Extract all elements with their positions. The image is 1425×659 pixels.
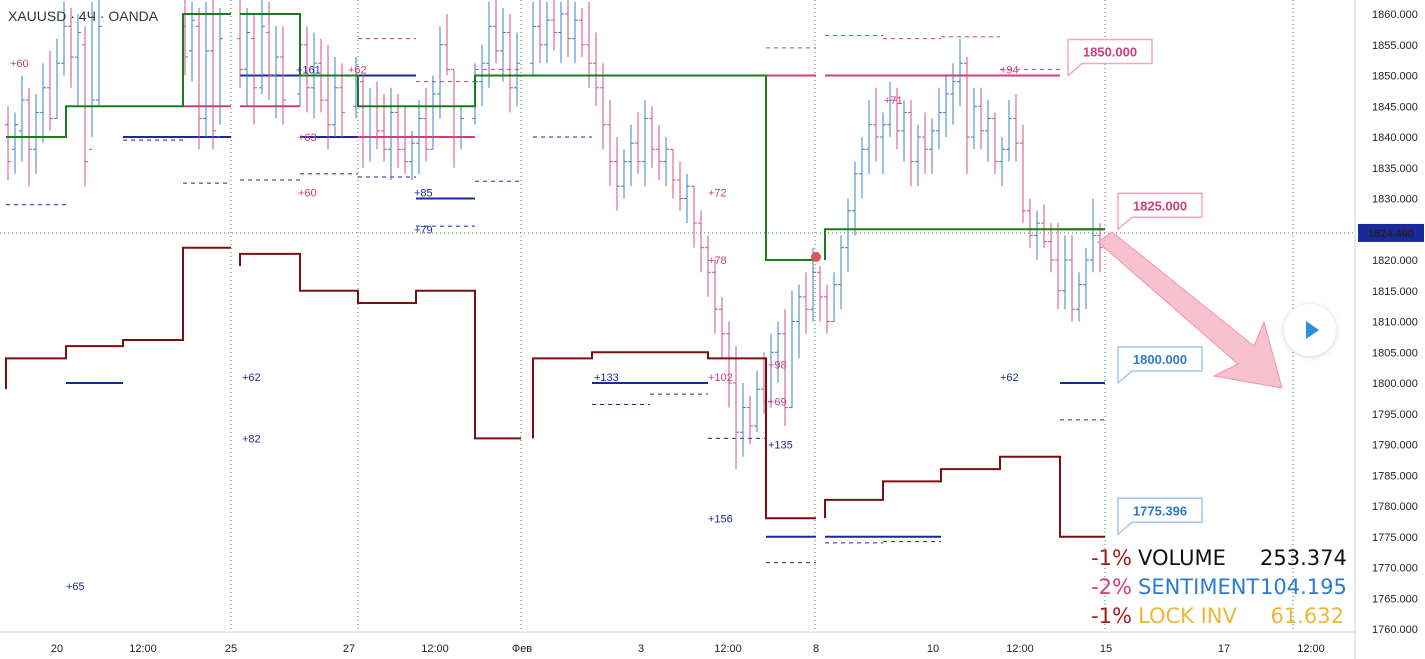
level-tag: +69 (768, 396, 787, 408)
level-tag: +62 (348, 64, 367, 76)
maroon-step-line (824, 455, 1105, 538)
green-step-line (240, 13, 816, 261)
y-tick-label: 1815.000 (1372, 286, 1418, 298)
y-tick-label: 1845.000 (1372, 101, 1418, 113)
level-tag: +60 (298, 187, 317, 199)
legend-pct: -2% (1091, 575, 1132, 599)
x-tick-label: 12:00 (129, 643, 157, 655)
y-tick-label: 1860.000 (1372, 9, 1418, 21)
x-tick-label: 12:00 (1006, 643, 1034, 655)
x-tick-label: 27 (343, 643, 355, 655)
level-tag: +98 (768, 360, 787, 372)
price-callout-label: 1850.000 (1083, 45, 1137, 60)
level-tag: +156 (708, 513, 733, 525)
legend-value: 104.195 (1260, 575, 1347, 599)
price-callout-label: 1775.396 (1133, 503, 1187, 518)
y-tick-label: 1820.000 (1372, 255, 1418, 267)
level-tag: +65 (66, 581, 85, 593)
x-tick-label: 8 (813, 643, 819, 655)
level-tag: +82 (242, 433, 261, 445)
y-tick-label: 1785.000 (1372, 470, 1418, 482)
x-tick-label: 3 (638, 643, 644, 655)
level-tag: +102 (708, 372, 733, 384)
current-price-badge (1358, 223, 1424, 242)
x-tick-label: 17 (1218, 643, 1230, 655)
price-callout-label: 1825.000 (1133, 198, 1187, 213)
legend-value: 61.632 (1270, 604, 1344, 628)
y-tick-label: 1855.000 (1372, 40, 1418, 52)
current-price-label: 1824.400 (1368, 228, 1414, 240)
play-button[interactable] (1284, 304, 1336, 356)
y-tick-label: 1840.000 (1372, 132, 1418, 144)
price-callout-box (1117, 497, 1203, 536)
play-icon (1305, 321, 1319, 339)
level-tag: +161 (296, 64, 321, 76)
y-tick-label: 1765.000 (1372, 593, 1418, 605)
x-tick-label: 12:00 (714, 643, 742, 655)
price-callout-box (1067, 38, 1153, 78)
legend-pct: -1% (1091, 604, 1132, 628)
level-tag: +62 (242, 372, 261, 384)
price-callout-label: 1800.000 (1133, 352, 1187, 367)
y-tick-label: 1800.000 (1372, 378, 1418, 390)
price-callout-box (1117, 346, 1203, 385)
x-tick-label: 12:00 (421, 643, 449, 655)
y-tick-label: 1830.000 (1372, 194, 1418, 206)
level-tag: +60 (10, 58, 29, 70)
y-tick-label: 1835.000 (1372, 163, 1418, 175)
x-tick-label: 20 (51, 643, 63, 655)
level-tag: +133 (594, 372, 619, 384)
legend-row-volume: -1% VOLUME 253.374 (1080, 544, 1347, 573)
legend-name: VOLUME (1138, 546, 1226, 570)
y-tick-label: 1760.000 (1372, 624, 1418, 636)
y-tick-label: 1810.000 (1372, 317, 1418, 329)
signal-dot (811, 251, 821, 262)
legend-row-lock-inv: -1% LOCK INV 61.632 (1080, 602, 1344, 631)
indicator-legend: -1% VOLUME 253.374 -2% SENTIMENT104.195 -1%… (1080, 544, 1347, 631)
legend-pct: -1% (1091, 546, 1132, 570)
maroon-step-line (532, 351, 816, 520)
maroon-step-line (239, 252, 521, 440)
x-tick-label: Фев (512, 643, 532, 655)
level-tag: +94 (1000, 64, 1019, 76)
legend-name: LOCK INV (1138, 604, 1237, 628)
level-tag: +62 (1000, 372, 1019, 384)
level-tag: +85 (414, 187, 433, 199)
y-tick-label: 1795.000 (1372, 409, 1418, 421)
green-step-line (6, 13, 231, 138)
legend-row-sentiment: -2% SENTIMENT104.195 (1080, 573, 1347, 602)
level-tag: +71 (884, 95, 903, 107)
symbol-title: XAUUSD · 4Ч · OANDA (8, 8, 159, 24)
y-tick-label: 1780.000 (1372, 501, 1418, 513)
x-tick-label: 10 (927, 643, 939, 655)
target-arrow (1097, 231, 1283, 389)
y-tick-label: 1805.000 (1372, 347, 1418, 359)
y-tick-label: 1770.000 (1372, 563, 1418, 575)
level-tag: +135 (768, 440, 793, 452)
green-step-line (824, 228, 1105, 260)
level-tag: +79 (414, 224, 433, 236)
price-callout-box (1117, 192, 1203, 231)
level-tag: +63 (298, 132, 317, 144)
x-tick-label: 15 (1100, 643, 1112, 655)
y-tick-label: 1775.000 (1372, 532, 1418, 544)
legend-value: 253.374 (1260, 546, 1347, 570)
x-tick-label: 25 (225, 643, 237, 655)
y-tick-label: 1790.000 (1372, 440, 1418, 452)
level-tag: +72 (708, 187, 727, 199)
maroon-step-line (5, 246, 231, 390)
legend-name: SENTIMENT (1138, 575, 1260, 599)
x-tick-label: 12:00 (1297, 643, 1325, 655)
y-tick-label: 1850.000 (1372, 71, 1418, 83)
level-tag: +78 (708, 255, 727, 267)
